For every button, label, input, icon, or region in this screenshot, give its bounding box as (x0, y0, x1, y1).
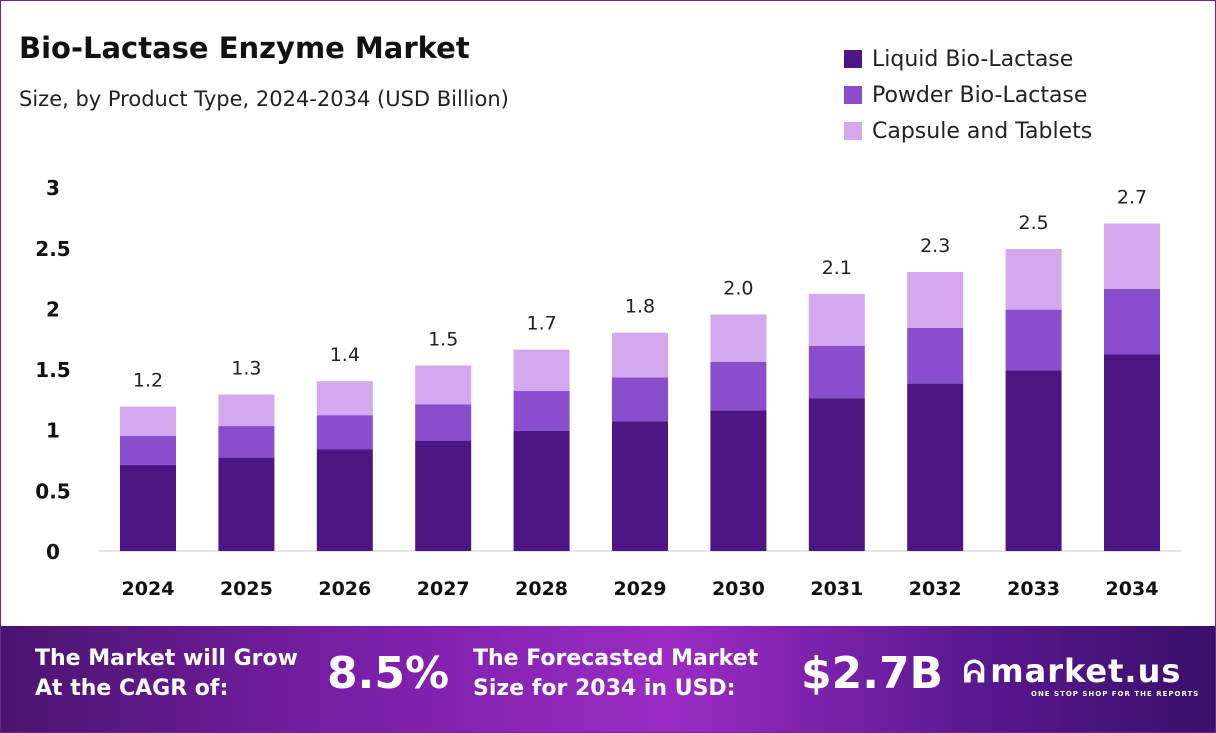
total-label: 1.2 (133, 370, 163, 392)
cagr-value: 8.5% (327, 648, 450, 699)
bar-segment (120, 435, 176, 465)
bar-segment (907, 327, 964, 384)
legend-item-liquid: Liquid Bio-Lactase (844, 41, 1092, 77)
bar-segment (316, 449, 373, 551)
total-label: 1.5 (428, 328, 458, 350)
bar-segment (513, 390, 570, 431)
x-tick-label: 2033 (1007, 578, 1060, 600)
legend-label: Powder Bio-Lactase (872, 82, 1088, 108)
x-tick-label: 2026 (318, 578, 371, 600)
x-tick-label: 2029 (614, 578, 667, 600)
total-label: 2.5 (1018, 212, 1048, 234)
y-tick-label: 0.5 (35, 479, 70, 503)
legend-label: Capsule and Tablets (872, 118, 1093, 144)
bar-segment (1104, 354, 1160, 551)
y-tick-label: 0 (46, 540, 60, 564)
bar-segment (218, 426, 275, 458)
legend: Liquid Bio-Lactase Powder Bio-Lactase Ca… (844, 41, 1092, 149)
x-tick-label: 2028 (515, 578, 568, 600)
bar-segment (316, 415, 373, 450)
x-tick-label: 2031 (810, 578, 863, 600)
y-tick-label: 2 (46, 297, 60, 321)
x-tick-label: 2027 (417, 578, 470, 600)
bar-segment (612, 332, 668, 378)
bar-segment (1104, 288, 1160, 355)
y-tick-label: 1 (46, 419, 60, 443)
bar-segment (612, 421, 668, 551)
bar-segment (415, 404, 472, 441)
legend-swatch (844, 86, 862, 104)
x-tick-label: 2025 (220, 578, 273, 600)
bar-segment (1005, 370, 1062, 551)
logo: ᕱ market.us (963, 652, 1182, 690)
bar-segment (710, 410, 767, 551)
bar-segment (120, 464, 176, 551)
bar-segment (808, 398, 865, 551)
footer-banner: The Market will Grow At the CAGR of: 8.5%… (1, 626, 1215, 732)
bar-segment (120, 406, 176, 436)
total-label: 2.3 (920, 235, 950, 257)
legend-item-powder: Powder Bio-Lactase (844, 77, 1092, 113)
bar-segment (710, 314, 767, 362)
forecast-value: $2.7B (801, 648, 944, 699)
y-tick-label: 3 (46, 176, 60, 200)
total-label: 1.8 (625, 296, 655, 318)
total-label: 1.7 (526, 313, 556, 335)
total-label: 2.7 (1117, 186, 1147, 208)
bar-segment (1005, 309, 1062, 371)
chart-title: Bio-Lactase Enzyme Market (19, 31, 470, 65)
y-tick-label: 1.5 (35, 358, 70, 382)
bar-segment (218, 457, 275, 551)
bar-segment (415, 440, 472, 551)
x-tick-label: 2024 (122, 578, 175, 600)
bar-segment (1005, 248, 1062, 310)
total-label: 2.1 (822, 257, 852, 279)
legend-item-capsule: Capsule and Tablets (844, 113, 1092, 149)
legend-swatch (844, 50, 862, 68)
logo-icon: ᕱ (963, 655, 987, 690)
bar-segment (907, 383, 964, 551)
bar-segment (513, 349, 570, 391)
cagr-label: The Market will Grow At the CAGR of: (35, 646, 298, 701)
forecast-label: The Forecasted Market Size for 2034 in US… (473, 646, 759, 701)
bar-segment (808, 346, 865, 399)
bar-segment (907, 272, 964, 328)
bar-segment (415, 365, 472, 405)
total-label: 2.0 (723, 277, 753, 299)
x-tick-label: 2034 (1106, 578, 1159, 600)
bar-chart: 0 0.5 1 1.5 2 2.5 3 1.2 2024 1.3 2025 1.4 2026 1.5 202… (35, 176, 1181, 600)
total-label: 1.3 (231, 358, 261, 380)
bar-segment (513, 430, 570, 551)
bar-segment (808, 293, 865, 347)
legend-label: Liquid Bio-Lactase (872, 46, 1074, 72)
bar-segment (316, 381, 373, 416)
bar-segment (612, 377, 668, 422)
total-label: 1.4 (330, 344, 360, 366)
bar-segment (1104, 223, 1160, 289)
x-tick-label: 2032 (909, 578, 962, 600)
chart-subtitle: Size, by Product Type, 2024-2034 (USD Bi… (19, 87, 509, 111)
y-tick-label: 2.5 (35, 237, 70, 261)
bar-segment (710, 361, 767, 411)
x-tick-label: 2030 (712, 578, 765, 600)
legend-swatch (844, 122, 862, 140)
logo-tagline: ONE STOP SHOP FOR THE REPORTS (1031, 690, 1200, 698)
bar-segment (218, 394, 275, 427)
